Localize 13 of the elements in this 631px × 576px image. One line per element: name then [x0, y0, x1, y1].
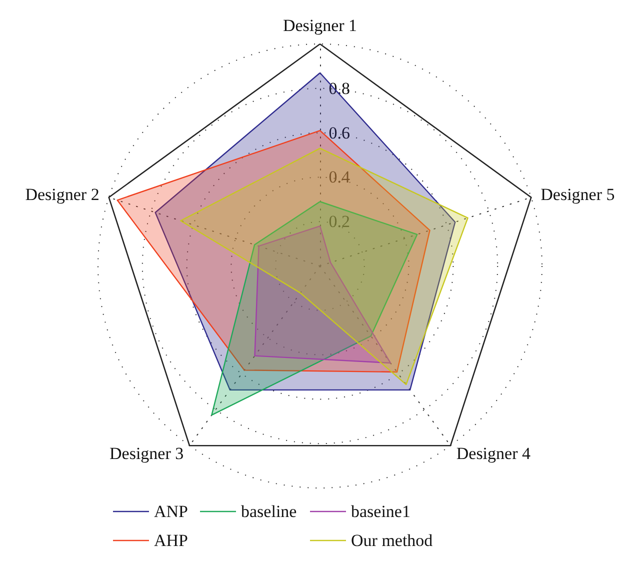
spoke-label: Designer 4: [456, 444, 531, 464]
legend-label: baseline: [241, 502, 297, 521]
y-tick-label: 0.4: [328, 168, 350, 187]
legend-label: Our method: [351, 531, 434, 550]
spoke-label: Designer 3: [110, 444, 184, 464]
spoke-label: Designer 2: [25, 184, 100, 204]
legend-label: AHP: [154, 531, 188, 550]
spoke-label: Designer 5: [540, 184, 615, 204]
legend-label: ANP: [154, 502, 188, 521]
y-tick-label: 0.2: [328, 212, 350, 232]
y-tick-label: 0.6: [328, 123, 350, 142]
legend-label: baseine1: [351, 502, 410, 521]
spoke-label: Designer 1: [282, 16, 358, 35]
